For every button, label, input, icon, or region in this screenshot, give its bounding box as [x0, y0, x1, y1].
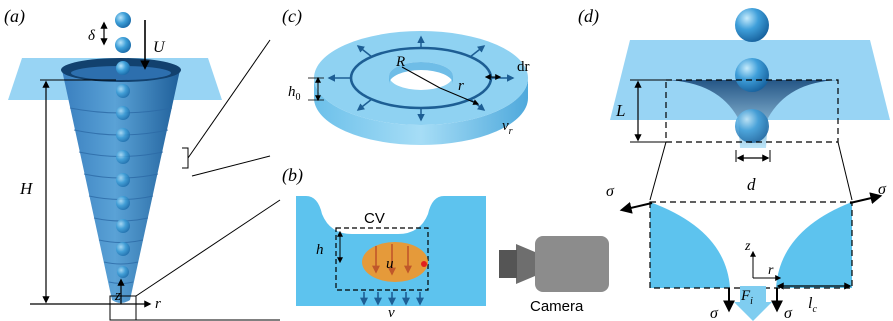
big-ball-top	[735, 8, 769, 42]
height-label: H	[19, 179, 34, 198]
ball	[116, 173, 130, 187]
sigma-label-left: σ	[606, 183, 615, 200]
zoom-box-d	[665, 79, 839, 143]
meniscus-left	[650, 202, 730, 288]
ball	[116, 242, 130, 256]
inertial-force-arrow	[734, 286, 772, 321]
l-label: L	[615, 101, 625, 120]
velocity-u-label: U	[153, 39, 166, 56]
callout-to-c-lower	[191, 155, 271, 177]
small-r-label: r	[458, 78, 464, 94]
ball	[115, 12, 131, 28]
u-label: u	[386, 256, 394, 272]
panel-a: (a)	[4, 6, 281, 321]
cv-label: CV	[364, 210, 385, 227]
ball	[115, 37, 131, 53]
callout-to-c	[187, 39, 271, 159]
camera-icon	[499, 236, 609, 292]
sigma-label-right: σ	[878, 181, 887, 198]
ball	[116, 219, 130, 233]
outflow-arrows	[360, 292, 424, 306]
camera-label: Camera	[530, 298, 584, 315]
ball	[116, 61, 130, 75]
panel-c: (c) R r dr h0	[282, 6, 530, 145]
panel-d: (d) L d σ σ σ σ	[578, 6, 890, 321]
lc-label: lc	[808, 295, 817, 315]
zoom-box-d-lower	[649, 201, 853, 289]
hole-inner-wall	[389, 62, 453, 84]
big-ball-bottom	[735, 109, 769, 143]
panel-c-label: (c)	[282, 6, 302, 27]
callout-to-b	[135, 199, 281, 297]
drop-velocity-arrows	[372, 244, 412, 276]
panel-a-label: (a)	[4, 6, 25, 27]
ball	[116, 84, 130, 98]
v-label: v	[388, 305, 395, 321]
d-label: d	[747, 175, 756, 194]
ring-side	[314, 78, 528, 145]
ball	[116, 196, 130, 210]
r-axis-d-label: r	[768, 263, 774, 278]
callout-d-right	[837, 141, 853, 201]
tip-zoom-box	[109, 295, 137, 321]
control-volume-box	[335, 227, 429, 291]
big-r-label: R	[395, 54, 405, 70]
panel-b-label: (b)	[282, 165, 303, 186]
callout-d-left	[649, 141, 667, 201]
panel-b: (b) CV u h v	[282, 165, 609, 321]
delta-label: δ	[88, 28, 96, 44]
ball-train	[115, 12, 131, 278]
h0-label: h0	[288, 84, 301, 103]
vr-label: vr	[502, 118, 513, 137]
liquid-drop	[362, 242, 428, 282]
r-line	[439, 87, 480, 105]
ball	[116, 106, 130, 120]
sigma-arrow-right	[849, 192, 883, 205]
contact-point	[421, 261, 427, 267]
sigma-arrow-left	[619, 201, 653, 214]
sigma-label-bottom-right: σ	[784, 305, 793, 321]
fi-label: Fi	[740, 288, 753, 307]
big-ball-middle	[735, 58, 769, 92]
ball	[116, 150, 130, 164]
h-label: h	[316, 242, 324, 258]
sigma-label-bottom-left: σ	[710, 305, 719, 321]
meniscus-right	[776, 202, 852, 288]
ripple-bracket	[182, 147, 189, 169]
r-axis-label: r	[155, 296, 161, 312]
z-axis-d-label: z	[744, 239, 751, 254]
panel-d-label: (d)	[578, 6, 599, 27]
ball	[117, 266, 129, 278]
radius-line	[401, 66, 441, 89]
dr-label: dr	[517, 59, 530, 75]
ball	[116, 128, 130, 142]
